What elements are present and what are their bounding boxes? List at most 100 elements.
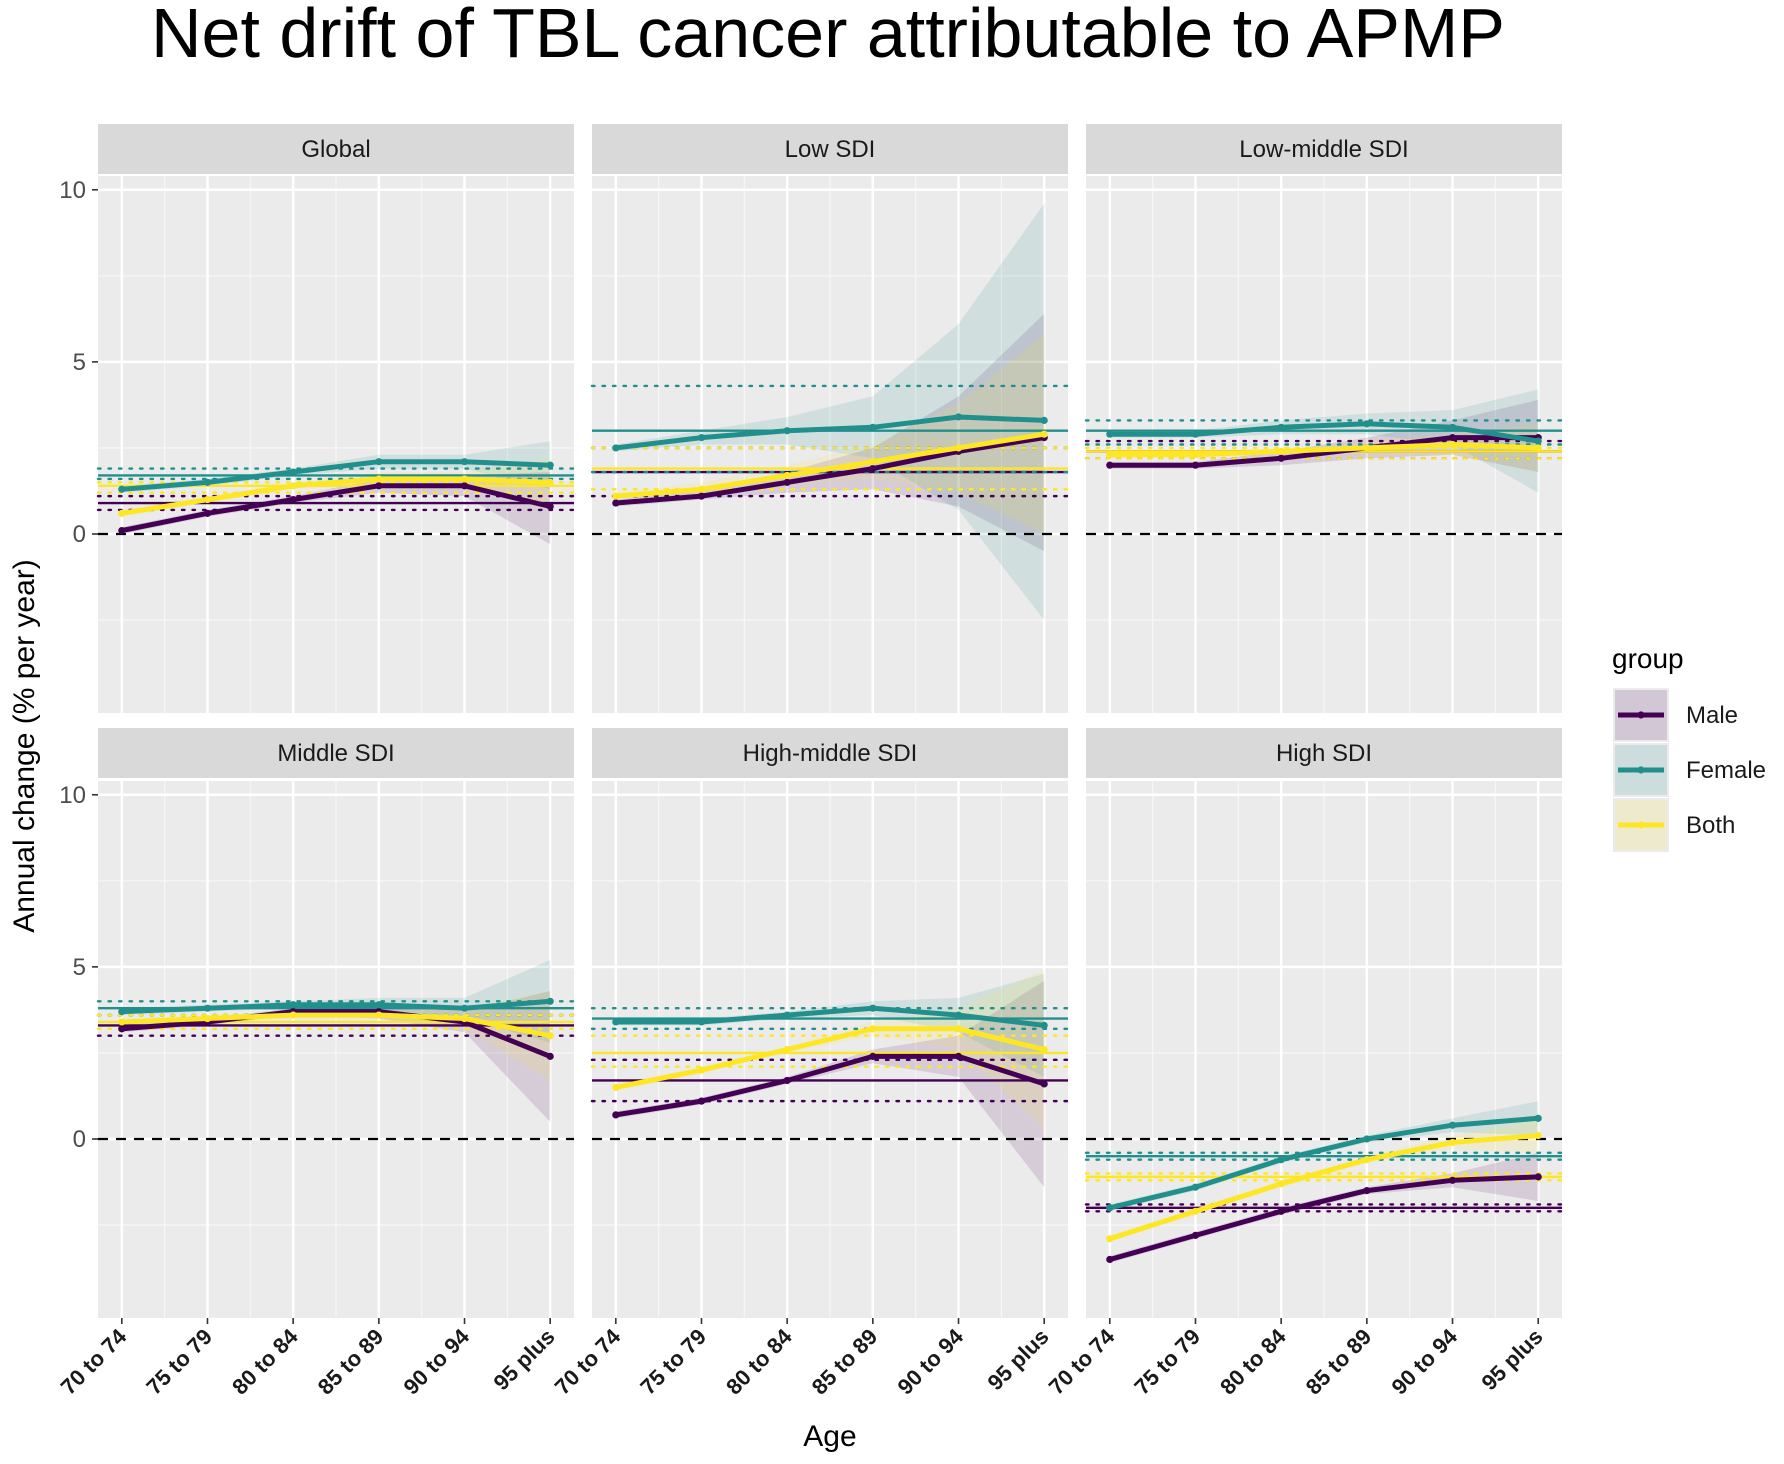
x-tick-label: 90 to 94	[1386, 1323, 1462, 1399]
data-point-male	[1277, 454, 1285, 462]
panel-middle-sdi: Middle SDI 0 5 10 70 to 74 75 to 79 80 to 84 85…	[56, 728, 576, 1400]
series-line-female	[615, 1005, 1045, 1028]
x-tick-label: 95 plus	[1476, 1324, 1547, 1395]
panel-strip	[1086, 728, 1562, 778]
series-line-male	[615, 435, 1045, 506]
x-tick-label: 75 to 79	[635, 1324, 711, 1400]
series-line-male	[121, 483, 551, 534]
panel-strip-label: Middle SDI	[277, 740, 394, 767]
x-tick-label: 90 to 94	[398, 1323, 474, 1399]
y-tick-label: 0	[73, 1126, 86, 1153]
data-point-female	[375, 1001, 383, 1009]
data-point-both	[1363, 444, 1371, 452]
data-point-male	[118, 526, 126, 535]
y-axis-title: Annual change (% per year)	[8, 559, 41, 933]
data-point-both	[375, 1011, 383, 1019]
data-point-female	[697, 1018, 706, 1026]
data-point-female	[1106, 430, 1114, 438]
ribbon-both	[615, 970, 1045, 1129]
series-line-both	[615, 1026, 1045, 1090]
series-line-female	[121, 998, 551, 1015]
data-point-female	[612, 1018, 620, 1026]
y-tick-label: 10	[59, 782, 86, 809]
data-point-both	[1534, 1131, 1542, 1140]
data-point-both	[1448, 440, 1457, 449]
x-tick-label: 80 to 84	[227, 1323, 303, 1399]
legend-title: group	[1612, 643, 1684, 674]
data-point-both	[1106, 1235, 1114, 1243]
ribbon-male	[1109, 1152, 1539, 1263]
y-tick-label: 0	[73, 521, 86, 548]
ribbon-both	[1109, 1118, 1539, 1243]
x-tick-label: 75 to 79	[1129, 1324, 1205, 1400]
panel-strip	[592, 728, 1068, 778]
data-point-female	[954, 1011, 963, 1019]
legend-key-point	[1637, 711, 1645, 719]
data-point-both	[460, 1014, 469, 1023]
series-line-both	[1109, 442, 1539, 458]
y-tick-label: 5	[73, 349, 86, 376]
data-point-male	[869, 464, 877, 473]
data-point-both	[869, 458, 877, 466]
panel-strip-label: High SDI	[1276, 740, 1372, 767]
series-line-both	[121, 1012, 551, 1039]
data-point-male	[546, 502, 554, 511]
data-point-both	[203, 495, 212, 504]
legend: group Male Female Both	[1612, 643, 1766, 852]
data-point-both	[118, 1018, 126, 1026]
data-point-male	[1277, 1207, 1285, 1215]
data-point-female	[203, 478, 212, 486]
panel-strip-label: Low-middle SDI	[1239, 136, 1408, 163]
data-point-male	[1448, 1176, 1457, 1184]
series-line-female	[615, 414, 1045, 451]
data-point-female	[1448, 423, 1457, 431]
data-point-female	[203, 1004, 212, 1012]
x-tick-label: 70 to 74	[56, 1323, 132, 1399]
data-point-male	[375, 482, 383, 490]
ribbon-female	[1109, 389, 1539, 493]
data-point-female	[289, 1001, 297, 1009]
data-point-male	[1363, 1187, 1371, 1195]
data-point-both	[289, 482, 297, 490]
x-axis-title: Age	[803, 1420, 856, 1453]
data-point-female	[1106, 1204, 1114, 1212]
legend-item-female: Female	[1613, 743, 1766, 797]
data-point-both	[1277, 447, 1285, 455]
x-tick-label: 85 to 89	[313, 1324, 389, 1400]
series-line-both	[615, 431, 1045, 499]
ribbon-female	[121, 960, 551, 1043]
x-tick-label: 90 to 94	[892, 1323, 968, 1399]
data-point-female	[1363, 420, 1371, 428]
panel-strip-label: Low SDI	[785, 136, 876, 163]
x-tick-label: 70 to 74	[1044, 1323, 1120, 1399]
data-point-both	[954, 444, 963, 452]
panels: Global 0 5 10 Low SDI Low-middle SDI Middle SD…	[56, 124, 1564, 1400]
data-point-female	[375, 458, 383, 466]
data-point-female	[1363, 1135, 1371, 1143]
data-point-female	[1277, 423, 1285, 431]
data-point-both	[869, 1025, 877, 1033]
data-point-male	[954, 1052, 963, 1060]
series-line-male	[615, 1053, 1045, 1118]
panel-high-middle-sdi: High-middle SDI 70 to 74 75 to 79 80 to 84 8…	[550, 728, 1070, 1400]
data-point-both	[1534, 444, 1542, 452]
data-point-male	[1448, 434, 1457, 442]
data-point-female	[1534, 437, 1542, 445]
data-point-both	[1106, 451, 1114, 459]
data-point-both	[697, 1066, 706, 1074]
series-line-female	[1109, 421, 1539, 444]
panel-strip-label: Global	[301, 136, 370, 163]
series-line-both	[1109, 1133, 1539, 1242]
data-point-both	[460, 475, 469, 483]
x-tick-label: 80 to 84	[1215, 1323, 1291, 1399]
data-point-male	[783, 478, 791, 486]
series-line-both	[121, 476, 551, 516]
ribbon-male	[121, 472, 551, 545]
chart-title: Net drift of TBL cancer attributable to …	[151, 0, 1505, 72]
data-point-both	[1191, 1207, 1200, 1215]
panel-strip	[98, 728, 574, 778]
x-tick-label: 70 to 74	[550, 1323, 626, 1399]
data-point-female	[289, 468, 297, 476]
ribbon-both	[121, 458, 551, 517]
